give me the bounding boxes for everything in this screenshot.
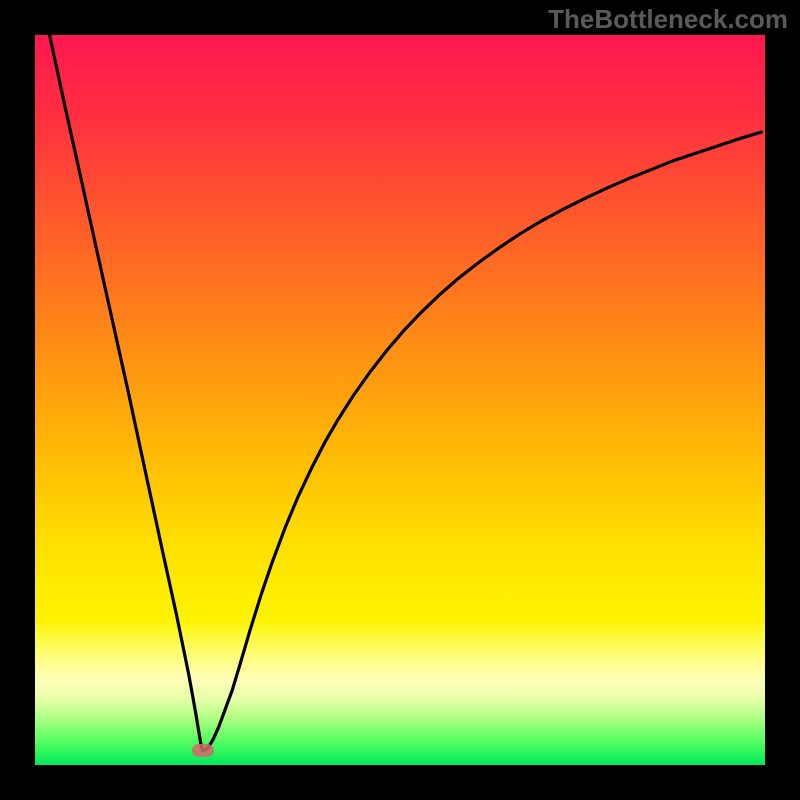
plot-background bbox=[35, 35, 765, 765]
attribution-text: TheBottleneck.com bbox=[548, 4, 788, 35]
figure-frame: TheBottleneck.com bbox=[0, 0, 800, 800]
minimum-marker bbox=[192, 744, 214, 757]
bottleneck-curve-chart bbox=[35, 35, 765, 765]
